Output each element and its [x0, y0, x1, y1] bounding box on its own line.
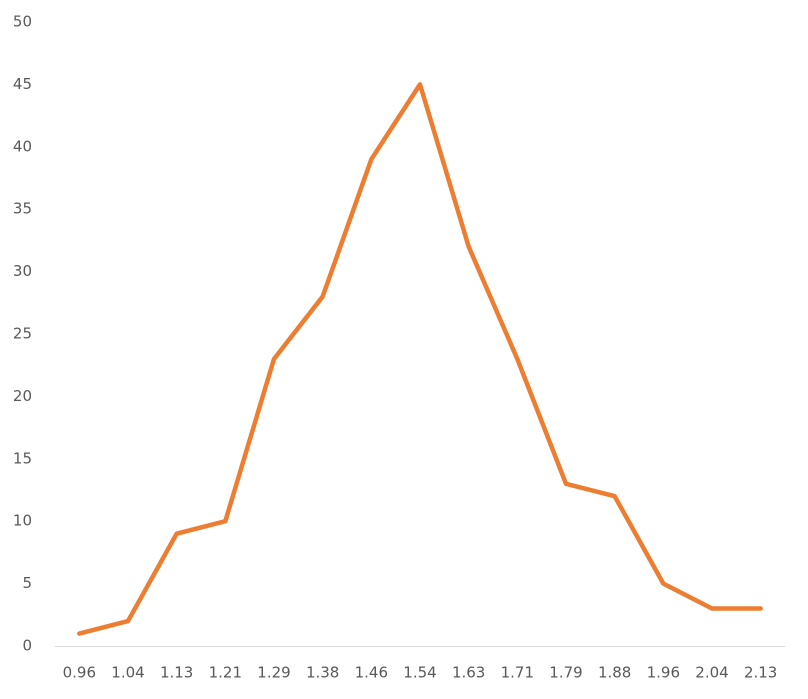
x-tick-label: 2.13 [744, 664, 777, 682]
y-tick-label: 10 [13, 512, 32, 530]
x-tick-label: 2.04 [695, 664, 728, 682]
x-tick-label: 1.63 [452, 664, 485, 682]
y-tick-label: 35 [13, 200, 32, 218]
y-tick-label: 20 [13, 387, 32, 405]
x-tick-label: 1.54 [403, 664, 436, 682]
x-tick-label: 1.04 [111, 664, 144, 682]
y-tick-label: 15 [13, 449, 32, 467]
x-tick-label: 1.21 [209, 664, 242, 682]
y-tick-label: 30 [13, 262, 32, 280]
y-tick-label: 5 [22, 574, 32, 592]
x-tick-label: 1.88 [598, 664, 631, 682]
x-tick-label: 1.29 [257, 664, 290, 682]
x-tick-label: 1.71 [501, 664, 534, 682]
y-tick-label: 50 [13, 13, 32, 31]
y-tick-label: 45 [13, 75, 32, 93]
x-tick-label: 1.96 [647, 664, 680, 682]
x-tick-label: 0.96 [63, 664, 96, 682]
x-tick-label: 1.13 [160, 664, 193, 682]
y-tick-label: 40 [13, 137, 32, 155]
x-tick-label: 1.79 [549, 664, 582, 682]
y-tick-label: 0 [22, 637, 32, 655]
x-tick-label: 1.46 [355, 664, 388, 682]
data-line [77, 82, 763, 636]
x-tick-label: 1.38 [306, 664, 339, 682]
y-tick-label: 25 [13, 325, 32, 343]
